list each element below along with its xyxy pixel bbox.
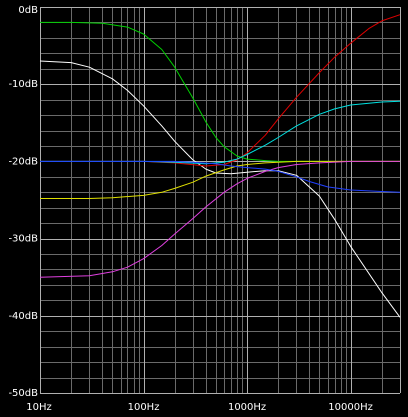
y-tick-label: -30dB [8, 234, 38, 245]
series-line [40, 14, 401, 167]
y-tick-label: -50dB [8, 388, 38, 399]
series-line [40, 100, 401, 165]
series-layer [39, 14, 401, 318]
series-line [40, 160, 401, 193]
y-tick-label: -20dB [8, 156, 38, 167]
grid-minor [40, 7, 401, 393]
y-tick-label: 0dB [18, 5, 38, 16]
x-tick-label: 10Hz [26, 402, 52, 413]
series-line [39, 160, 400, 278]
x-tick-label: 100Hz [128, 402, 160, 413]
x-tick-label: 1000Hz [228, 402, 266, 413]
x-tick-label: 10000Hz [328, 402, 373, 413]
y-tick-labels: 0dB -10dB -20dB -30dB -40dB -50dB [8, 5, 38, 399]
y-tick-label: -40dB [8, 311, 38, 322]
grid-major [40, 7, 401, 394]
x-tick-labels: 10Hz 100Hz 1000Hz 10000Hz [26, 402, 373, 413]
series-line [40, 160, 400, 199]
y-tick-label: -10dB [8, 79, 38, 90]
